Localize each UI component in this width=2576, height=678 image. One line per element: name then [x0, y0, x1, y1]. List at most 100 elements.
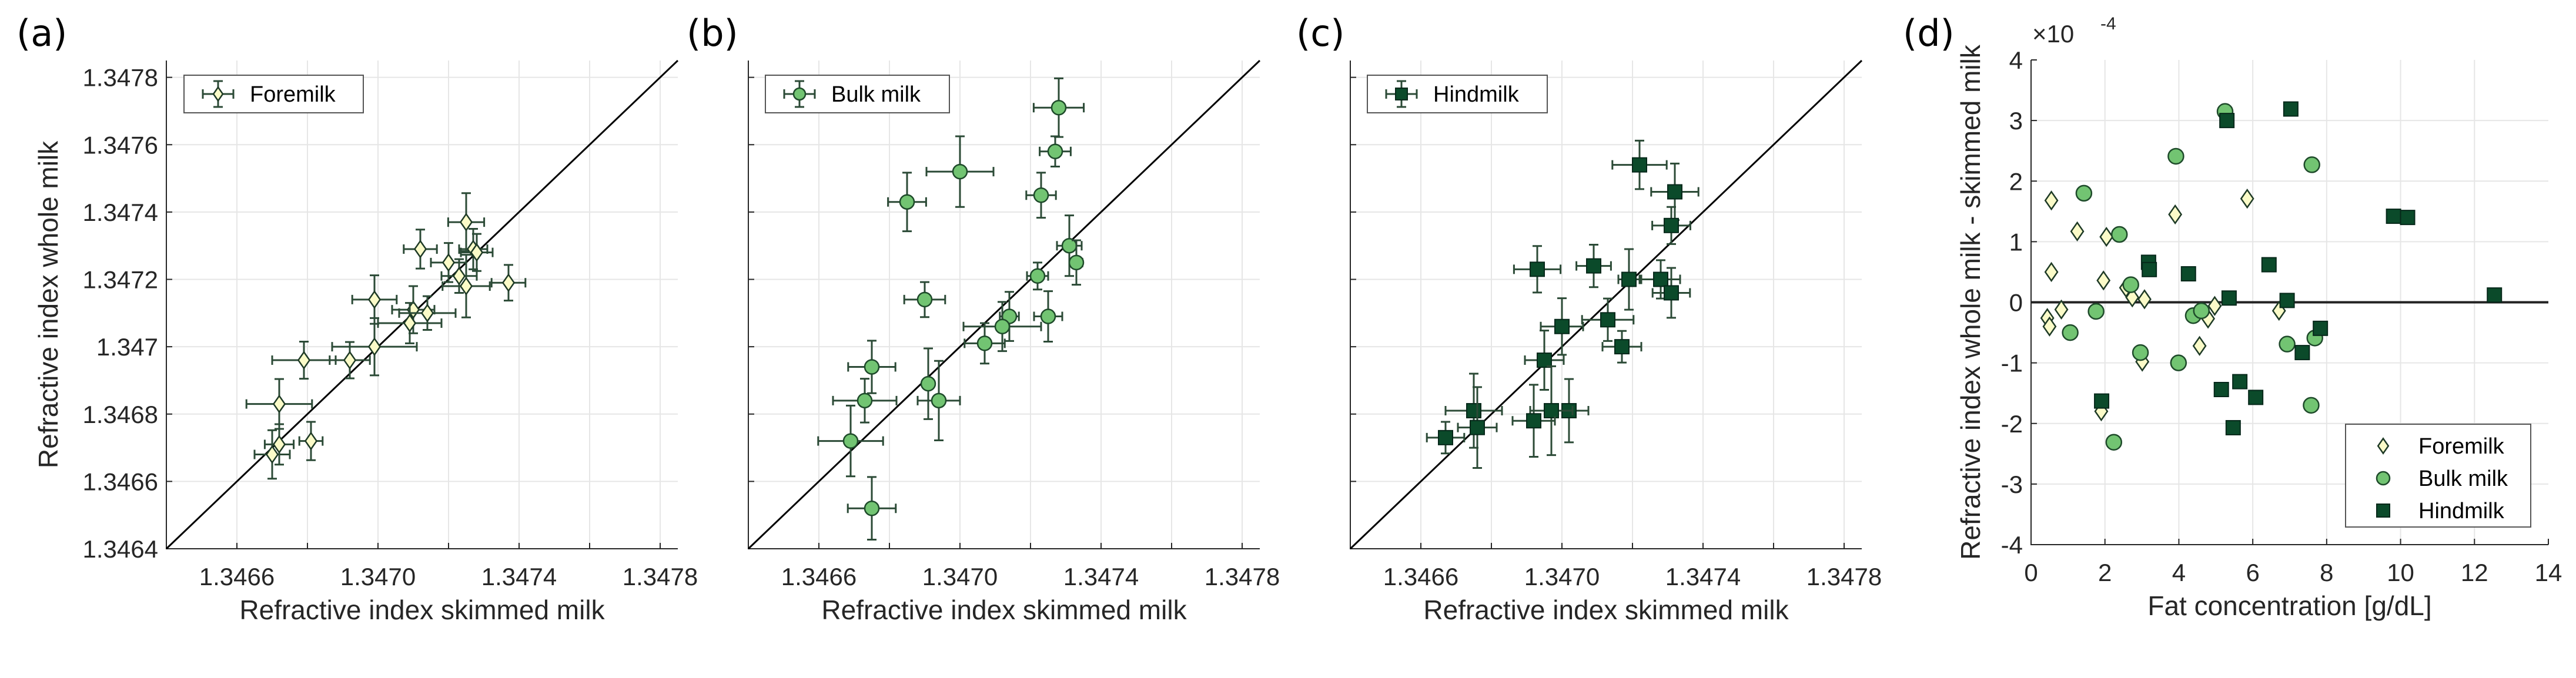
data-point [976, 335, 993, 351]
legend: Hindmilk [1367, 75, 1548, 113]
data-point [842, 433, 859, 449]
panel-label: (d) [1903, 12, 1955, 55]
data-point [1664, 285, 1679, 301]
data-point [470, 243, 484, 262]
x-tick-label: 1.3478 [623, 563, 698, 590]
x-tick-label: 8 [2320, 559, 2333, 586]
data-point [2240, 189, 2254, 209]
legend-marker-icon [212, 86, 224, 102]
data-point [857, 392, 873, 409]
x-tick-label: 4 [2172, 559, 2186, 586]
legend-marker-icon [792, 87, 807, 101]
y-tick-label: 1.3478 [83, 64, 158, 92]
series-hindmilk [2094, 101, 2503, 435]
data-point [1621, 271, 1637, 287]
panel-a: 1.3466 1.3470 1.3474 1.3478 1.3464 1.3466 1.34… [16, 12, 698, 625]
data-point [2225, 419, 2241, 435]
y-tick-label: 1.3466 [83, 468, 158, 495]
data-point [2283, 101, 2299, 117]
data-point [2105, 434, 2123, 451]
legend-marker-icon [1395, 88, 1408, 100]
data-point [403, 314, 417, 333]
y-tick-label: 1.3472 [83, 266, 158, 294]
data-point [265, 445, 279, 464]
series-foremilk [2040, 189, 2286, 422]
y-tick-label: -1 [2001, 350, 2023, 377]
data-point [2261, 257, 2277, 273]
data-point [1040, 308, 1056, 324]
x-tick-label: 1.3474 [481, 563, 557, 590]
x-tick-label: 1.3474 [1665, 563, 1741, 590]
data-point [1526, 413, 1541, 429]
legend-label: Hindmilk [1433, 82, 1520, 107]
y-tick-label: 0 [2009, 289, 2023, 317]
series-hindmilk [1426, 139, 1700, 469]
data-point [2213, 382, 2229, 397]
data-point [2219, 113, 2235, 129]
y-tick-label: 1.3468 [83, 401, 158, 428]
x-tick-label: 1.3478 [1806, 563, 1882, 590]
y-multiplier: ×10 [2032, 20, 2074, 48]
y-tick-label: 2 [2009, 167, 2023, 195]
data-point [2170, 354, 2187, 371]
data-point [297, 351, 311, 370]
x-tick-label: 1.3470 [922, 563, 998, 590]
data-point [2094, 393, 2110, 409]
x-tick-label: 1.3466 [781, 563, 857, 590]
x-tick-label: 1.3474 [1063, 563, 1139, 590]
x-tick-label: 1.3466 [1383, 563, 1458, 590]
data-point [2386, 209, 2401, 224]
data-point [1614, 339, 1630, 355]
data-point [2042, 316, 2057, 337]
x-tick-label: 10 [2387, 559, 2414, 586]
legend-marker-icon [2377, 437, 2390, 455]
data-point [994, 318, 1011, 335]
legend-label: Foremilk [250, 82, 336, 107]
data-point [2180, 266, 2196, 282]
x-tick-label: 1.3466 [199, 563, 275, 590]
data-point [2132, 344, 2149, 361]
data-point [2137, 289, 2152, 310]
data-point [1667, 184, 1682, 200]
data-point [864, 359, 880, 375]
data-point [501, 273, 516, 293]
x-axis-label: Fat concentration [g/dL] [2147, 590, 2431, 621]
y-tick-label: 1.3476 [83, 131, 158, 159]
y-tick-label: -2 [2001, 410, 2023, 438]
legend-label: Bulk milk [831, 82, 921, 107]
data-point [272, 394, 286, 414]
data-point [441, 253, 456, 272]
data-point [420, 303, 434, 323]
x-tick-label: 1.3478 [1205, 563, 1280, 590]
data-point [1632, 157, 1647, 173]
x-tick-label: 6 [2246, 559, 2259, 586]
data-point [2122, 276, 2139, 293]
data-point [2279, 293, 2295, 308]
x-axis-label: Refractive index skimmed milk [1423, 595, 1789, 625]
x-tick-label: 1.3470 [340, 563, 416, 590]
data-point [1530, 261, 1545, 277]
data-point [367, 290, 382, 309]
data-point [2070, 221, 2085, 241]
data-point [1470, 419, 1485, 435]
data-point [2313, 320, 2329, 336]
data-point [2110, 226, 2128, 243]
data-point [452, 266, 466, 286]
data-point [2062, 324, 2079, 341]
data-point [413, 239, 427, 259]
data-point [2096, 270, 2111, 291]
data-point [343, 351, 357, 370]
data-point [1033, 187, 1049, 203]
legend-label: Bulk milk [2418, 466, 2508, 491]
data-point [2168, 204, 2183, 225]
legend-marker-icon [2376, 471, 2391, 486]
data-point [2054, 299, 2069, 320]
data-point [2487, 287, 2503, 303]
x-axis-label: Refractive index skimmed milk [821, 595, 1187, 625]
x-axis-label: Refractive index skimmed milk [239, 595, 605, 625]
data-point [1554, 318, 1570, 334]
y-tick-label: -4 [2001, 531, 2023, 559]
data-point [367, 337, 382, 357]
